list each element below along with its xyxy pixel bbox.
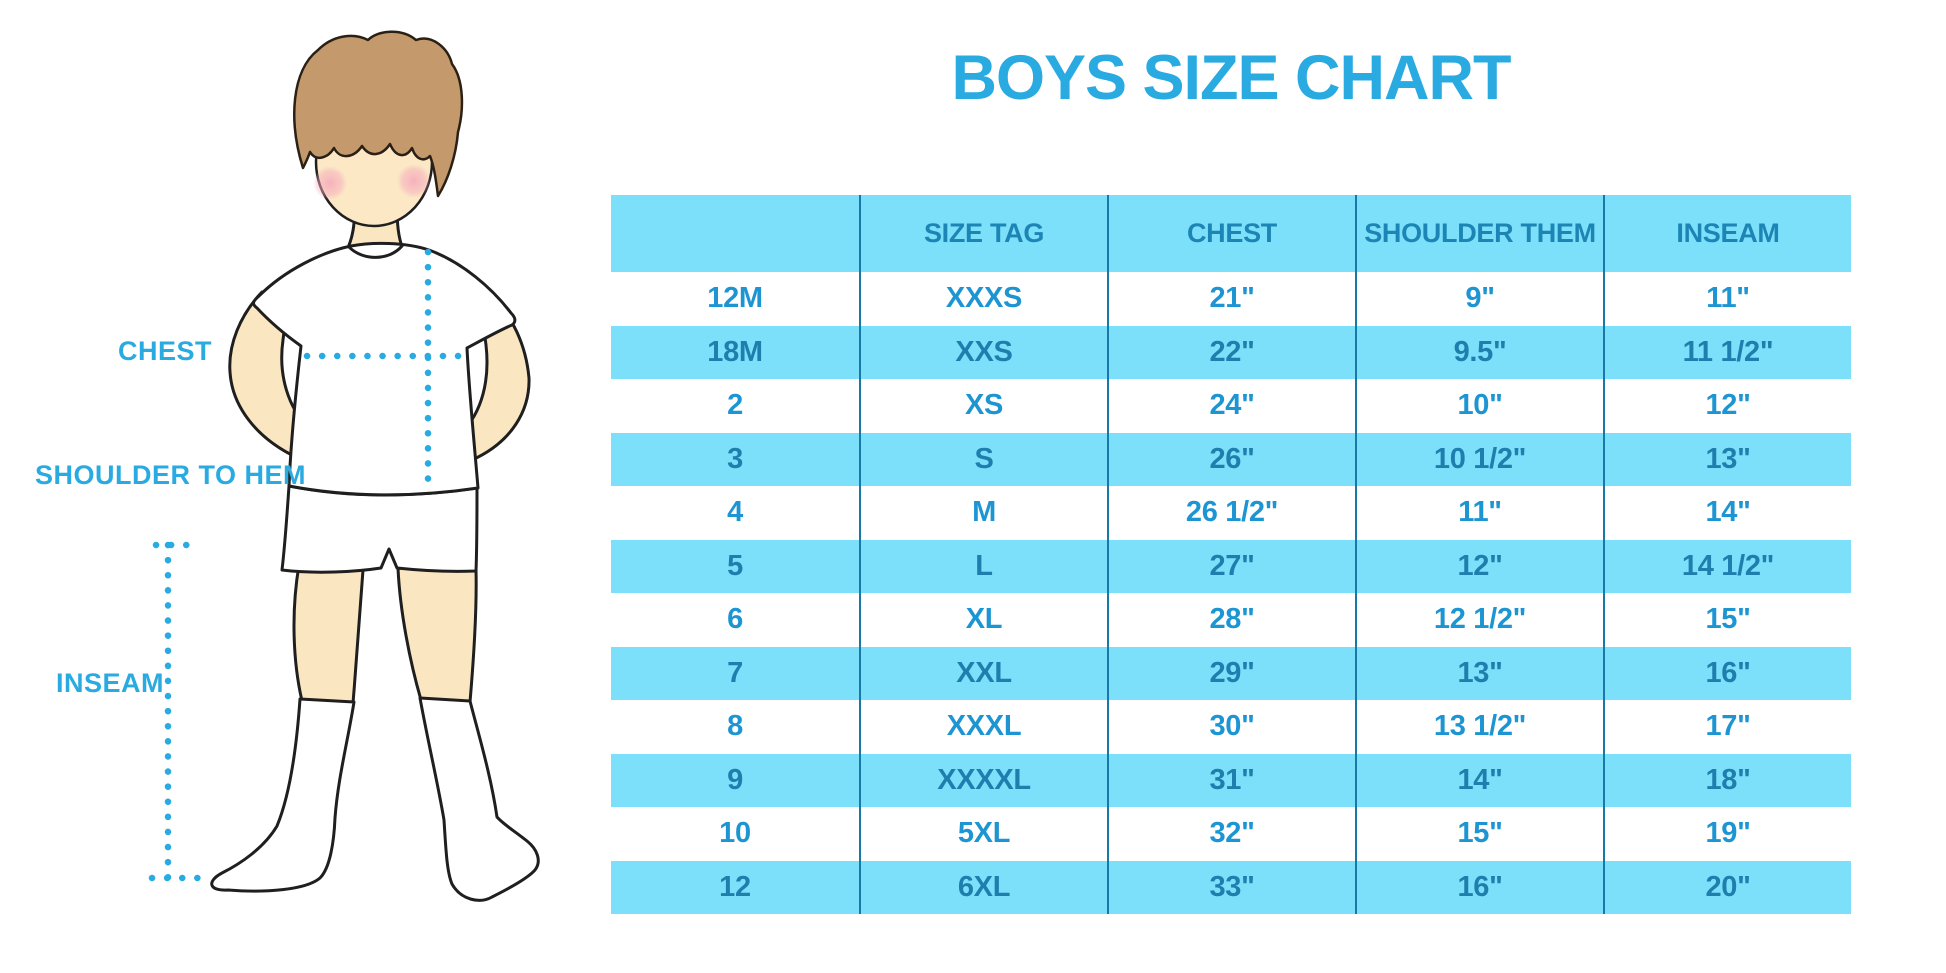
table-cell: 12 1/2" xyxy=(1355,593,1603,647)
header-cell xyxy=(611,195,859,272)
header-cell: INSEAM xyxy=(1603,195,1851,272)
table-cell: 31" xyxy=(1107,753,1355,807)
table-cell: 11" xyxy=(1355,486,1603,540)
table-row: 7 XXL 29" 13" 16" xyxy=(611,646,1851,700)
table-cell: XXXL xyxy=(859,700,1107,754)
boy-left-leg xyxy=(292,563,365,705)
table-cell: 2 xyxy=(727,389,743,422)
table-cell: 7 xyxy=(727,656,743,689)
boy-blush-right xyxy=(397,164,431,198)
boy-left-sock xyxy=(210,697,356,893)
table-row: 10 5XL 32" 15" 19" xyxy=(611,807,1851,861)
table-cell: 5 xyxy=(727,549,743,582)
table-cell: XS xyxy=(859,379,1107,433)
table-cell: 16" xyxy=(1603,646,1851,700)
table-cell: 9 xyxy=(727,763,743,796)
table-cell: 4 xyxy=(727,496,743,529)
table-cell: 10 1/2" xyxy=(1355,432,1603,486)
shoulder-to-hem-label: SHOULDER TO HEM xyxy=(35,460,307,490)
table-cell: 12M xyxy=(707,282,763,315)
table-cell: 10 xyxy=(719,817,751,850)
table-row: 9 XXXXL 31" 14" 18" xyxy=(611,753,1851,807)
table-row: 5 L 27" 12" 14 1/2" xyxy=(611,539,1851,593)
table-cell: L xyxy=(859,539,1107,593)
boy-shirt xyxy=(252,241,517,497)
table-row: 2 XS 24" 10" 12" xyxy=(611,379,1851,433)
header-cell: CHEST xyxy=(1107,195,1355,272)
inseam-label: INSEAM xyxy=(56,668,165,698)
table-cell: 21" xyxy=(1107,272,1355,326)
table-cell: 15" xyxy=(1355,807,1603,861)
table-row: 12 6XL 33" 16" 20" xyxy=(611,860,1851,914)
chest-label: CHEST xyxy=(118,336,213,366)
table-cell: 29" xyxy=(1107,646,1355,700)
boy-hair xyxy=(293,30,464,198)
table-cell: XXXXL xyxy=(859,753,1107,807)
table-cell: S xyxy=(859,432,1107,486)
table-cell: 16" xyxy=(1355,860,1603,914)
table-cell: 5XL xyxy=(859,807,1107,861)
boy-shorts xyxy=(280,484,479,574)
table-cell: 11" xyxy=(1603,272,1851,326)
table-cell: 8 xyxy=(727,710,743,743)
table-cell: 6 xyxy=(727,603,743,636)
table-cell: XXXS xyxy=(859,272,1107,326)
table-cell: 13 1/2" xyxy=(1355,700,1603,754)
table-cell: 33" xyxy=(1107,860,1355,914)
table-cell: 17" xyxy=(1603,700,1851,754)
table-cell: 20" xyxy=(1603,860,1851,914)
table-cell: 22" xyxy=(1107,325,1355,379)
table-cell: 18" xyxy=(1603,753,1851,807)
table-cell: 27" xyxy=(1107,539,1355,593)
boy-right-leg xyxy=(396,566,478,704)
table-cell: 12 xyxy=(719,870,751,903)
table-cell: 30" xyxy=(1107,700,1355,754)
table-cell: 11 1/2" xyxy=(1603,325,1851,379)
boy-shirt-collar xyxy=(347,244,404,259)
table-cell: 32" xyxy=(1107,807,1355,861)
table-cell: 24" xyxy=(1107,379,1355,433)
boy-right-sock xyxy=(418,696,540,902)
table-row: 3 S 26" 10 1/2" 13" xyxy=(611,432,1851,486)
table-cell: XL xyxy=(859,593,1107,647)
table-cell: 13" xyxy=(1603,432,1851,486)
table-cell: M xyxy=(859,486,1107,540)
header-cell: SIZE TAG xyxy=(859,195,1107,272)
table-cell: 6XL xyxy=(859,860,1107,914)
table-cell: 28" xyxy=(1107,593,1355,647)
table-cell: 10" xyxy=(1355,379,1603,433)
table-cell: 26" xyxy=(1107,432,1355,486)
header-cell: SHOULDER THEM xyxy=(1355,195,1603,272)
table-row: 4 M 26 1/2" 11" 14" xyxy=(611,486,1851,540)
table-cell: 19" xyxy=(1603,807,1851,861)
table-row: 6 XL 28" 12 1/2" 15" xyxy=(611,593,1851,647)
page-title: BOYS SIZE CHART xyxy=(951,43,1511,113)
table-header-row: SIZE TAG CHEST SHOULDER THEM INSEAM xyxy=(611,195,1851,272)
boy-illustration xyxy=(148,30,540,902)
table-cell: 12" xyxy=(1355,539,1603,593)
table-cell: XXS xyxy=(859,325,1107,379)
table-cell: 14 1/2" xyxy=(1603,539,1851,593)
size-table: SIZE TAG CHEST SHOULDER THEM INSEAM 12M XXXS… xyxy=(611,195,1851,914)
table-cell: 14" xyxy=(1603,486,1851,540)
table-cell: 3 xyxy=(727,442,743,475)
table-cell: XXL xyxy=(859,646,1107,700)
table-row: 8 XXXL 30" 13 1/2" 17" xyxy=(611,700,1851,754)
boy-blush-left xyxy=(313,166,347,200)
table-body: 12M XXXS 21" 9" 11" 18M XXS 22" 9.5" 11 1/2" 2 XS 24… xyxy=(611,272,1851,914)
table-cell: 14" xyxy=(1355,753,1603,807)
table-cell: 13" xyxy=(1355,646,1603,700)
table-row: 18M XXS 22" 9.5" 11 1/2" xyxy=(611,325,1851,379)
table-cell: 9.5" xyxy=(1355,325,1603,379)
table-cell: 12" xyxy=(1603,379,1851,433)
table-cell: 15" xyxy=(1603,593,1851,647)
table-row: 12M XXXS 21" 9" 11" xyxy=(611,272,1851,326)
table-cell: 9" xyxy=(1355,272,1603,326)
table-cell: 26 1/2" xyxy=(1107,486,1355,540)
table-cell: 18M xyxy=(707,335,763,368)
